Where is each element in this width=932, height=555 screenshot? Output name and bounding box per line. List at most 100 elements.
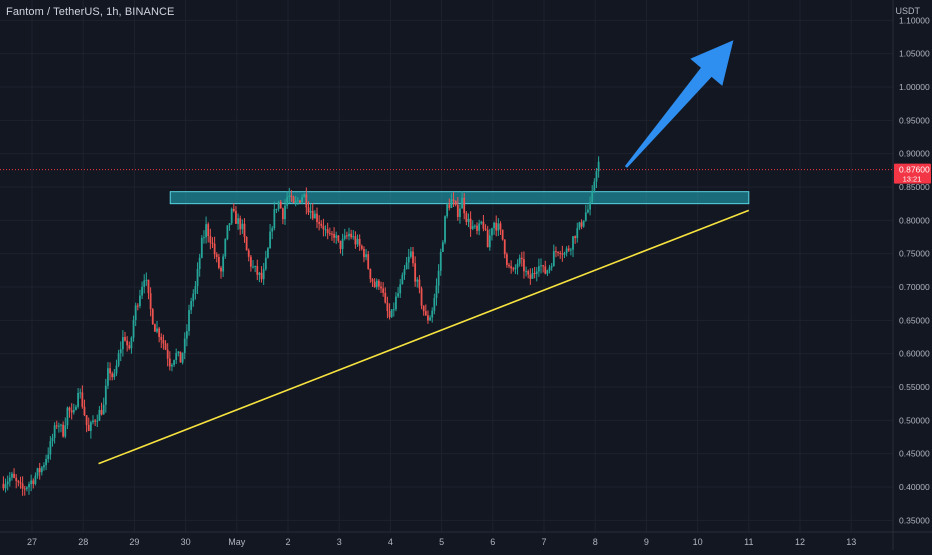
price-tick-label: 1.10000 [899, 15, 930, 25]
candle-body [222, 256, 225, 272]
candle-body [254, 266, 257, 268]
candle-body [299, 200, 301, 203]
candle-body [281, 208, 284, 220]
candle-body [486, 229, 489, 248]
candle-body [448, 204, 451, 208]
candle-body [552, 251, 555, 267]
candle-body [166, 349, 169, 359]
candle-body [514, 267, 517, 270]
candle-body [109, 368, 111, 374]
candle-body [245, 237, 248, 251]
candle-body [19, 482, 22, 484]
candle-body [235, 211, 237, 224]
candle-body [431, 310, 434, 318]
candle-body [437, 270, 440, 286]
candle-body [207, 224, 210, 237]
candle-body [286, 196, 289, 206]
price-tick-label: 0.95000 [899, 115, 930, 125]
candle-body [203, 237, 205, 239]
candle-body [23, 488, 26, 490]
candle-body [450, 199, 453, 208]
candle-body [45, 459, 47, 466]
candle-body [292, 197, 295, 203]
candle-body [87, 424, 90, 431]
candle-body [271, 228, 274, 232]
candle-body [369, 268, 372, 279]
arrow-layer [624, 40, 734, 168]
candle-body [392, 309, 395, 311]
trendline-layer [98, 209, 750, 465]
price-tag-countdown: 13:21 [903, 175, 922, 184]
candle-body [43, 465, 45, 468]
candle-body [499, 223, 502, 230]
candle-body [6, 481, 9, 485]
candle-body [523, 259, 525, 272]
candle-body [422, 305, 425, 312]
time-tick-label: 3 [337, 537, 342, 547]
candle-body [537, 266, 540, 272]
candle-body [373, 281, 376, 288]
candle-body [151, 309, 154, 325]
candle-body [557, 252, 559, 254]
candle-body [228, 223, 231, 226]
candle-body [388, 311, 391, 318]
candle-body [471, 226, 474, 229]
candle-body [79, 392, 82, 394]
candle-body [478, 223, 481, 231]
candle-body [441, 242, 444, 252]
time-tick-label: 2 [285, 537, 290, 547]
candle-body [595, 171, 598, 182]
candle-body [591, 190, 594, 202]
candle-body [584, 212, 587, 221]
candle-body [403, 269, 406, 275]
candlestick-series[interactable] [2, 156, 600, 496]
time-tick-label: 7 [541, 537, 546, 547]
candle-body [427, 315, 429, 321]
candle-body [196, 269, 199, 287]
candle-body [390, 309, 393, 318]
candle-body [68, 407, 71, 411]
price-tick-label: 0.75000 [899, 249, 930, 259]
time-tick-label: 28 [78, 537, 88, 547]
bullish-arrow[interactable] [624, 40, 734, 168]
price-tick-label: 0.90000 [899, 149, 930, 159]
candle-body [533, 273, 536, 275]
price-axis[interactable]: 0.35000 0.40000 0.45000 0.50000 0.55000 0.600… [892, 0, 930, 550]
candle-body [540, 265, 542, 267]
candle-body [279, 201, 282, 209]
candle-body [77, 392, 79, 407]
candle-body [32, 480, 35, 484]
price-tick-label: 0.50000 [899, 415, 930, 425]
candle-body [454, 200, 457, 205]
ascending-trendline[interactable] [98, 209, 750, 465]
candle-body [360, 245, 363, 249]
candle-body [382, 288, 385, 293]
candle-body [363, 248, 365, 258]
candle-body [459, 208, 461, 217]
candle-body [64, 425, 67, 437]
candle-body [424, 311, 427, 316]
candle-body [160, 336, 163, 341]
symbol-title[interactable]: Fantom / TetherUS, 1h, BINANCE [6, 6, 175, 18]
candle-body [111, 373, 114, 378]
resistance-zone[interactable] [169, 191, 750, 205]
time-axis[interactable]: 27 28 29 30 May 2 3 4 5 6 7 8 9 10 11 12 13 [0, 531, 932, 547]
candle-body [47, 454, 50, 460]
price-tick-label: 0.60000 [899, 349, 930, 359]
candle-body [303, 194, 306, 198]
candle-body [98, 409, 101, 421]
candle-body [318, 222, 321, 224]
currency-label[interactable]: USDT [895, 6, 921, 16]
candle-body [153, 324, 156, 332]
candle-body [461, 197, 463, 209]
candle-body [320, 223, 323, 226]
candle-body [232, 208, 235, 212]
candle-body [256, 266, 259, 275]
candle-body [94, 420, 97, 422]
candle-body [307, 207, 310, 213]
candle-body [34, 475, 37, 484]
candle-body [465, 213, 468, 222]
candle-body [328, 233, 331, 235]
